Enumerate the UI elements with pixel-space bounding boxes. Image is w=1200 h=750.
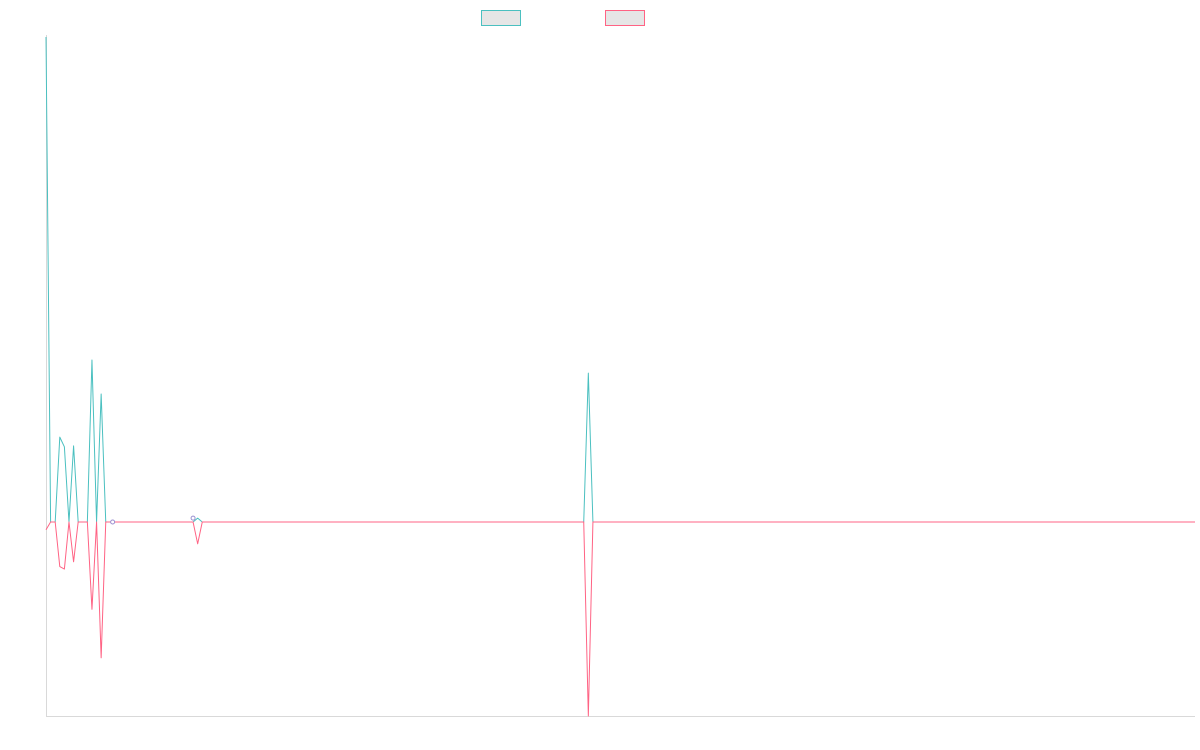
marker-layer (110, 515, 196, 525)
data-point-marker (190, 515, 196, 521)
series-line-1 (45, 36, 1195, 523)
series-layer (45, 36, 1195, 717)
legend-swatch-2 (605, 10, 645, 26)
legend-swatch-1 (481, 10, 521, 26)
axes (46, 35, 1195, 717)
series-line-2 (45, 521, 1195, 717)
legend (481, 10, 645, 26)
data-point-marker (110, 519, 116, 525)
